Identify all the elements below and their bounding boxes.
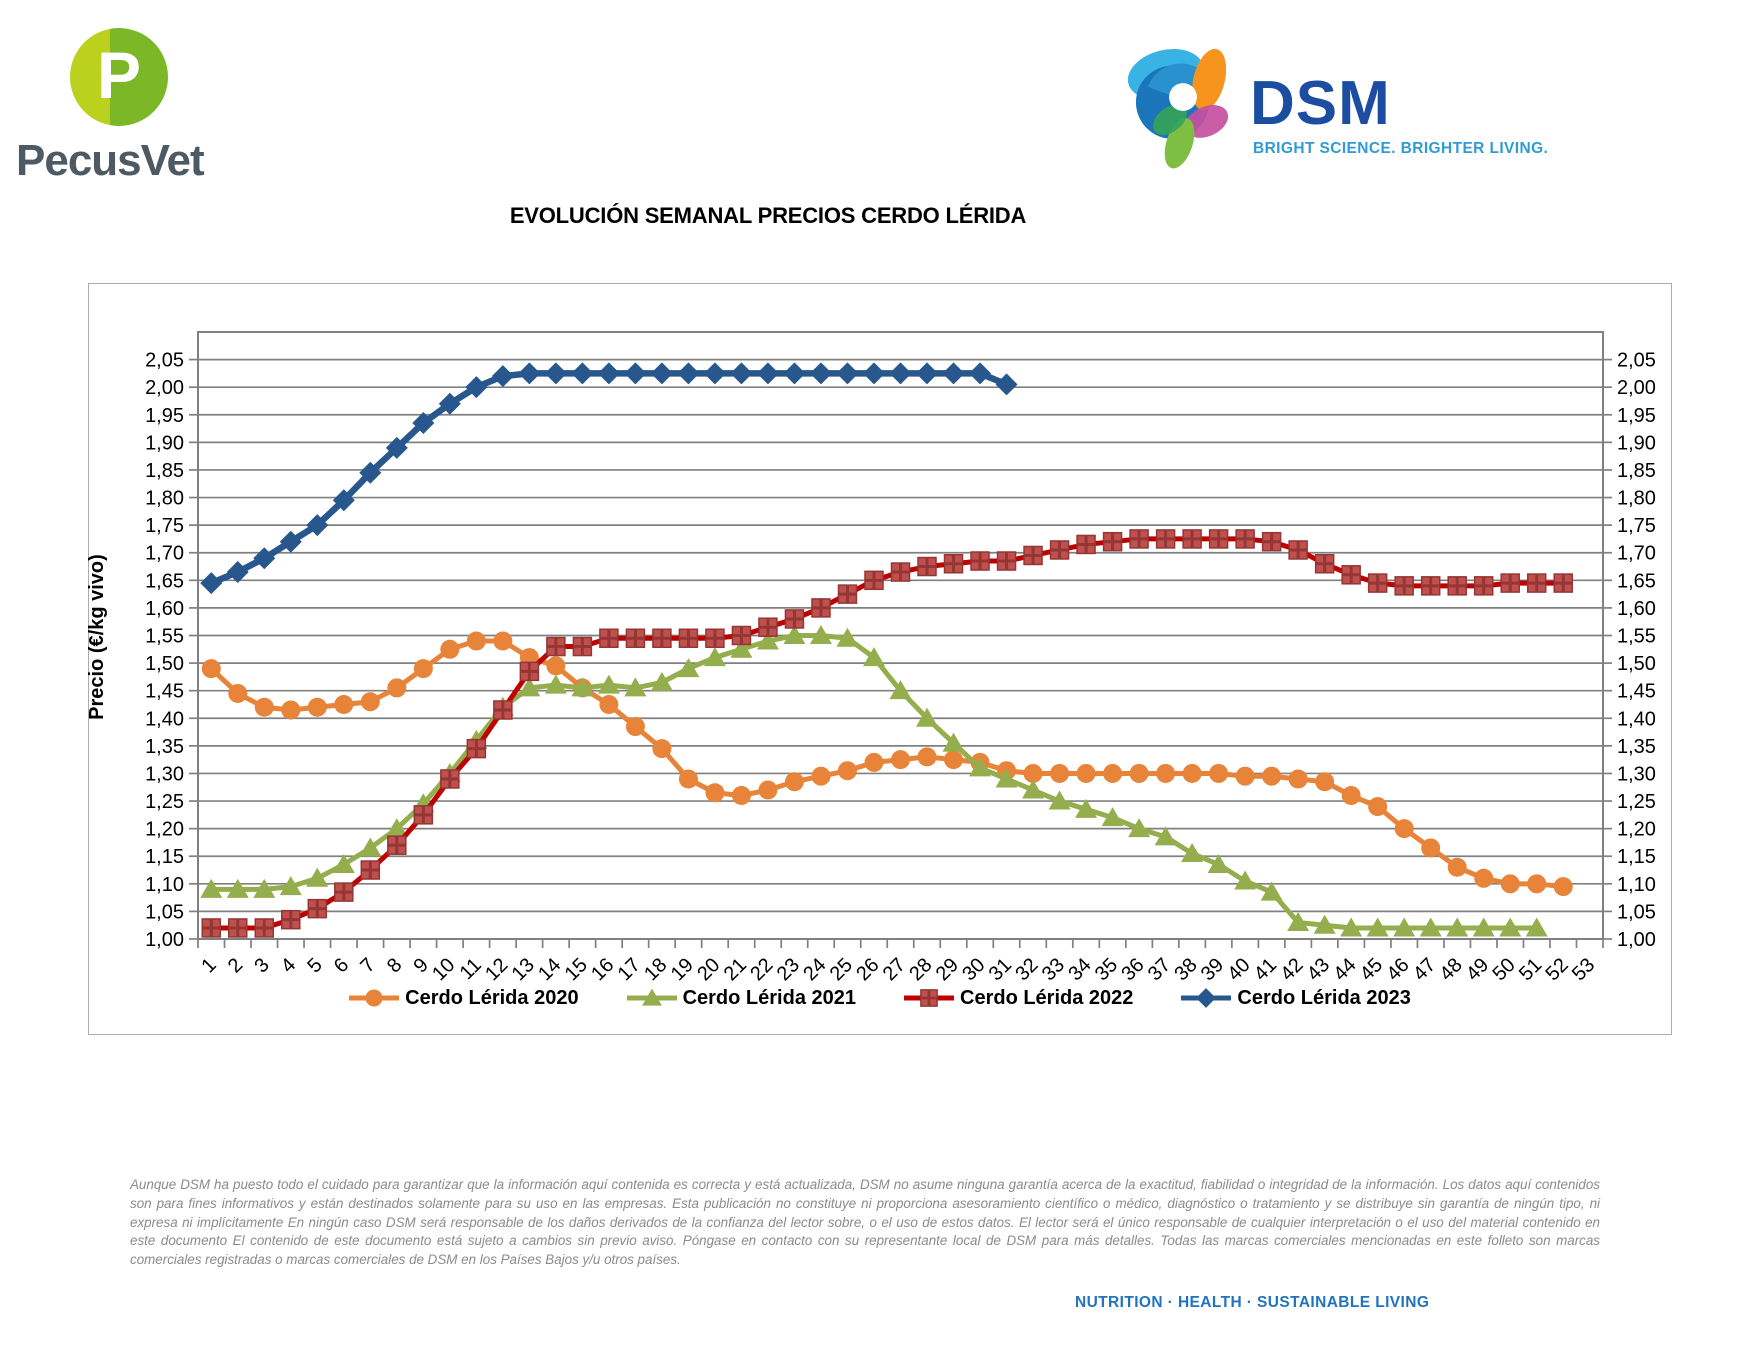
svg-text:53: 53: [1568, 954, 1599, 985]
svg-text:1,90: 1,90: [1617, 432, 1656, 454]
svg-text:6: 6: [330, 954, 353, 977]
series-cerdo-lerida-2021: [200, 625, 1548, 937]
pecusvet-logo-icon: P: [70, 28, 168, 126]
svg-text:1,10: 1,10: [1617, 874, 1656, 896]
pecusvet-wordmark: PecusVet: [16, 136, 205, 185]
svg-text:1,65: 1,65: [1617, 570, 1656, 592]
svg-text:1,60: 1,60: [1617, 598, 1656, 620]
svg-text:1,75: 1,75: [1617, 515, 1656, 537]
svg-text:8: 8: [383, 954, 406, 977]
legend-marker-cerdo-lerida-2022: [904, 989, 954, 1007]
svg-text:9: 9: [409, 954, 432, 977]
svg-text:1,90: 1,90: [145, 432, 184, 454]
svg-text:1,95: 1,95: [145, 405, 184, 427]
svg-text:1,75: 1,75: [145, 515, 184, 537]
legend-item-cerdo-lerida-2020: Cerdo Lérida 2020: [349, 986, 579, 1010]
legend-item-cerdo-lerida-2022: Cerdo Lérida 2022: [904, 986, 1133, 1010]
svg-text:1,15: 1,15: [1617, 846, 1656, 868]
svg-text:2: 2: [224, 954, 247, 977]
svg-text:10: 10: [428, 954, 459, 985]
svg-text:1,95: 1,95: [1617, 405, 1656, 427]
svg-text:1,35: 1,35: [145, 736, 184, 758]
svg-text:1,55: 1,55: [1617, 626, 1656, 648]
svg-text:1,65: 1,65: [145, 570, 184, 592]
svg-text:3: 3: [250, 954, 273, 977]
dsm-wordmark: DSM: [1250, 69, 1391, 138]
svg-text:1,00: 1,00: [145, 929, 184, 951]
dsm-slogan: NUTRITION · HEALTH · SUSTAINABLE LIVING: [1075, 1294, 1430, 1311]
svg-text:1,80: 1,80: [145, 488, 184, 510]
legend-marker-cerdo-lerida-2020: [349, 989, 400, 1007]
svg-text:1,25: 1,25: [1617, 791, 1656, 813]
series-cerdo-lerida-2022: [201, 529, 1573, 938]
svg-text:1,25: 1,25: [145, 791, 184, 813]
legend-label-cerdo-lerida-2020: Cerdo Lérida 2020: [405, 986, 579, 1009]
dsm-logo: DSM BRIGHT SCIENCE. BRIGHTER LIVING.: [1122, 28, 1682, 188]
svg-text:5: 5: [303, 954, 326, 977]
legend-item-cerdo-lerida-2023: Cerdo Lérida 2023: [1181, 986, 1411, 1010]
pecusvet-logo: P PecusVet: [16, 20, 296, 185]
svg-text:2,00: 2,00: [145, 377, 184, 399]
svg-text:7: 7: [356, 954, 379, 977]
svg-text:1,05: 1,05: [145, 901, 184, 923]
series-cerdo-lerida-2023: [200, 362, 1018, 595]
svg-text:1,80: 1,80: [1617, 488, 1656, 510]
svg-text:1,30: 1,30: [1617, 763, 1656, 785]
chart-container: Precio (€/kg vivo) 2,05 2,05 2,00 2,00 1,95 1…: [86, 283, 1672, 1035]
svg-text:1,55: 1,55: [145, 626, 184, 648]
svg-text:1,20: 1,20: [1617, 819, 1656, 841]
svg-text:1,10: 1,10: [145, 874, 184, 896]
svg-text:1,85: 1,85: [145, 460, 184, 482]
legend-label-cerdo-lerida-2022: Cerdo Lérida 2022: [960, 986, 1134, 1009]
svg-text:1,30: 1,30: [145, 763, 184, 785]
legend-marker-cerdo-lerida-2021: [626, 988, 677, 1006]
svg-text:1,45: 1,45: [145, 681, 184, 703]
svg-text:1: 1: [197, 954, 220, 977]
svg-text:1,45: 1,45: [1617, 681, 1656, 703]
dsm-swirl-icon: [1127, 48, 1229, 169]
svg-text:4: 4: [277, 954, 300, 977]
svg-text:1,20: 1,20: [145, 819, 184, 841]
legend-marker-cerdo-lerida-2023: [1181, 988, 1232, 1008]
svg-text:2,05: 2,05: [1617, 350, 1656, 372]
svg-text:1,05: 1,05: [1617, 901, 1656, 923]
svg-text:1,50: 1,50: [145, 653, 184, 675]
svg-text:1,00: 1,00: [1617, 929, 1656, 951]
svg-text:1,40: 1,40: [145, 708, 184, 730]
price-evolution-line-chart: 2,05 2,05 2,00 2,00 1,95 1,95 1,90 1,90 1,85 1,85…: [145, 331, 1656, 985]
svg-text:1,40: 1,40: [1617, 708, 1656, 730]
disclaimer-text: Aunque DSM ha puesto todo el cuidado par…: [130, 1177, 1600, 1268]
svg-text:1,85: 1,85: [1617, 460, 1656, 482]
legend-item-cerdo-lerida-2021: Cerdo Lérida 2021: [626, 986, 856, 1010]
svg-text:1,15: 1,15: [145, 846, 184, 868]
svg-text:1,35: 1,35: [1617, 736, 1656, 758]
svg-text:1,70: 1,70: [145, 543, 184, 565]
chart-legend: Cerdo Lérida 2020 Cerdo Lérida 2021 Cerdo …: [89, 986, 1671, 1010]
dsm-tagline: BRIGHT SCIENCE. BRIGHTER LIVING.: [1253, 140, 1549, 157]
svg-text:1,60: 1,60: [145, 598, 184, 620]
legend-label-cerdo-lerida-2021: Cerdo Lérida 2021: [682, 986, 856, 1009]
pecusvet-monogram: P: [96, 38, 142, 112]
legend-label-cerdo-lerida-2023: Cerdo Lérida 2023: [1237, 986, 1411, 1009]
svg-text:1,70: 1,70: [1617, 543, 1656, 565]
page-title: EVOLUCIÓN SEMANAL PRECIOS CERDO LÉRIDA: [509, 203, 1027, 228]
svg-text:1,50: 1,50: [1617, 653, 1656, 675]
svg-text:2,05: 2,05: [145, 350, 184, 372]
svg-text:2,00: 2,00: [1617, 377, 1656, 399]
